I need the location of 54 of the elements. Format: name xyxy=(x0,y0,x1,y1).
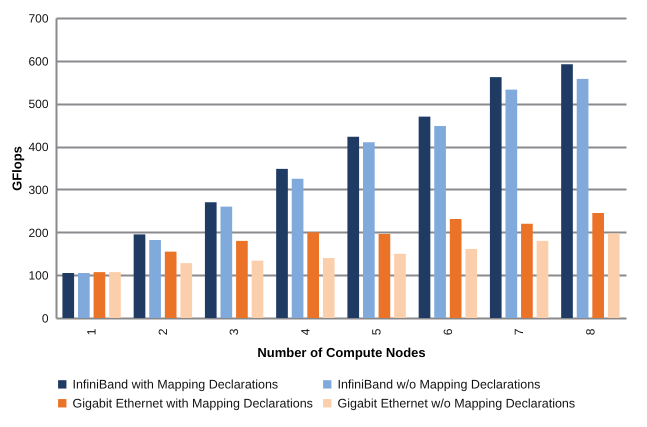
y-tick-label: 400 xyxy=(28,140,49,154)
bar xyxy=(220,206,232,318)
bar xyxy=(322,258,335,318)
x-tick-label: 3 xyxy=(227,328,242,336)
x-tick-label: 4 xyxy=(298,328,312,336)
bar xyxy=(608,233,620,318)
bar xyxy=(576,78,588,318)
bar xyxy=(536,240,548,318)
bar xyxy=(78,273,90,318)
y-tick-label: 0 xyxy=(42,312,49,326)
y-axis-title: GFlops xyxy=(9,146,24,191)
x-tick-label: 2 xyxy=(156,328,170,336)
y-tick-label: 200 xyxy=(28,226,49,240)
bar xyxy=(450,219,462,318)
bar xyxy=(149,240,161,318)
y-tick-label: 600 xyxy=(28,54,49,68)
bar xyxy=(109,272,121,318)
bar xyxy=(180,263,192,318)
bar xyxy=(347,136,360,318)
bar xyxy=(236,240,248,318)
bar xyxy=(134,234,146,318)
x-tick-label: 8 xyxy=(583,328,598,336)
bar xyxy=(164,252,177,318)
x-tick-label: 1 xyxy=(84,328,99,336)
y-tick-label: 100 xyxy=(28,268,49,283)
legend-label: Gigabit Ethernet with Mapping Declarations xyxy=(72,396,313,410)
legend-label: InfiniBand with Mapping Declarations xyxy=(72,377,278,392)
bar xyxy=(204,202,217,318)
y-tick-label: 700 xyxy=(28,12,49,26)
bar xyxy=(418,116,430,318)
bar xyxy=(307,232,320,318)
legend-label: Gigabit Ethernet w/o Mapping Declarations xyxy=(338,396,576,410)
bar xyxy=(592,213,604,318)
bar xyxy=(62,273,74,318)
x-tick-label: 7 xyxy=(512,328,526,336)
bar xyxy=(292,178,304,318)
bar xyxy=(276,168,288,318)
bar xyxy=(394,254,406,318)
x-tick-label: 6 xyxy=(440,328,455,336)
bar xyxy=(362,142,375,318)
legend-label: InfiniBand w/o Mapping Declarations xyxy=(338,377,540,392)
bar xyxy=(465,249,478,318)
bar xyxy=(490,77,502,318)
bar xyxy=(378,234,390,318)
x-axis-title: Number of Compute Nodes xyxy=(257,345,426,360)
y-tick-label: 500 xyxy=(28,97,49,112)
bar xyxy=(252,260,264,318)
bar xyxy=(94,272,106,318)
bar xyxy=(521,224,533,318)
x-tick-label: 5 xyxy=(370,328,384,336)
bar xyxy=(505,90,518,318)
y-tick-label: 300 xyxy=(28,182,49,197)
bar xyxy=(561,64,573,318)
bar xyxy=(434,126,446,318)
